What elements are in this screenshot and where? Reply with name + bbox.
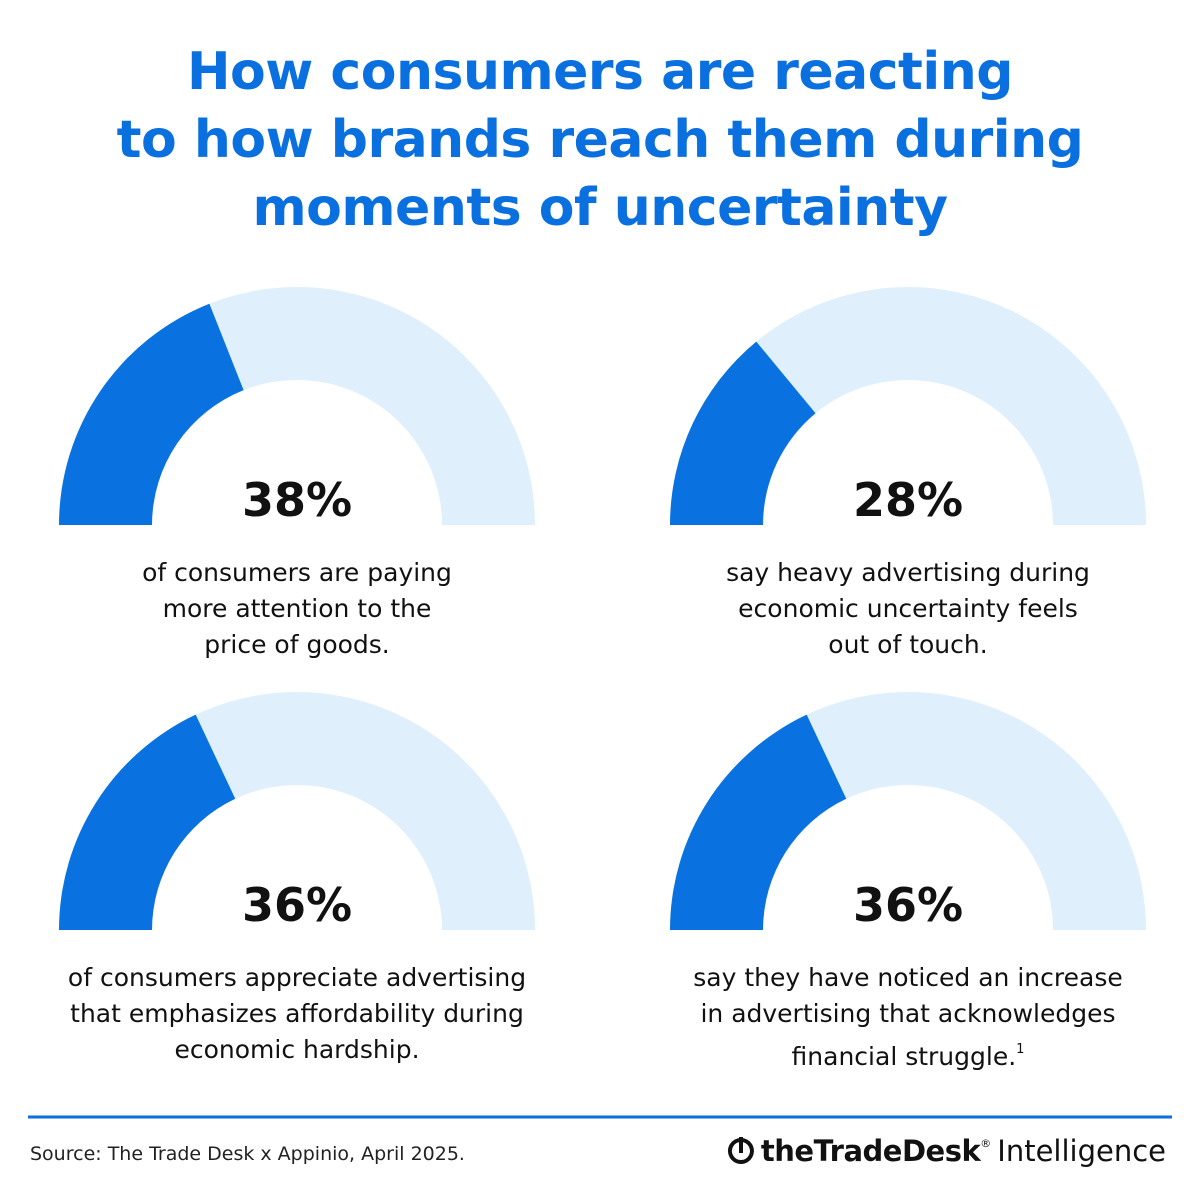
gauge-value [59, 303, 244, 525]
title: How consumers are reacting to how brands… [116, 42, 1084, 238]
logo-icon [727, 1137, 754, 1164]
gauge-track [670, 287, 1146, 525]
description-text: of consumers are paying more attention t… [142, 558, 452, 659]
description: of consumers are paying more attention t… [17, 555, 577, 663]
value-label: 36% [852, 878, 964, 932]
value-label: 36% [241, 878, 353, 932]
description-text: say they have noticed an increase in adv… [693, 963, 1123, 1071]
value-label: 38% [241, 473, 353, 527]
gauge-value [59, 714, 236, 930]
description: of consumers appreciate advertising that… [17, 960, 577, 1068]
footnote: 1 [1016, 1042, 1025, 1057]
description: say heavy advertising during economic un… [628, 555, 1188, 663]
brand-mark: ® [980, 1137, 992, 1150]
source: Source: The Trade Desk x Appinio, April … [30, 1143, 465, 1165]
gauge-value [670, 341, 816, 525]
brand-name: theTradeDesk [760, 1134, 981, 1168]
description: say they have noticed an increase in adv… [628, 960, 1188, 1075]
description-text: say heavy advertising during economic un… [726, 558, 1090, 659]
brand-suffix: Intelligence [997, 1134, 1166, 1168]
gauge-value [670, 714, 847, 930]
description-text: of consumers appreciate advertising that… [67, 963, 527, 1064]
brand-logo: theTradeDesk® Intelligence [727, 1134, 1166, 1168]
value-label: 28% [852, 473, 964, 527]
